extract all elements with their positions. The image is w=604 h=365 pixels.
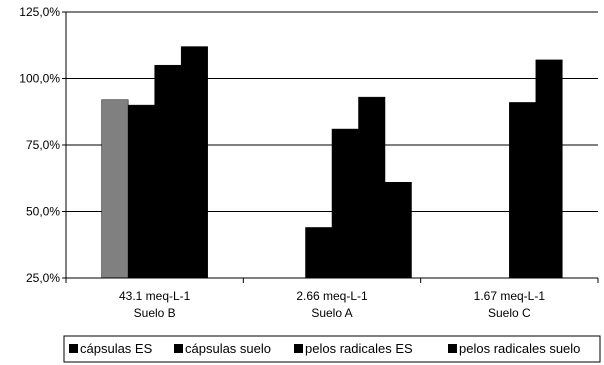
- x-tick-label: 2.66 meq-L-1: [296, 289, 368, 303]
- legend-label: cápsulas suelo: [185, 341, 271, 356]
- bar: [154, 64, 182, 279]
- x-tick-label: 1.67 meq-L-1: [474, 289, 546, 303]
- legend-swatch: [174, 344, 183, 353]
- y-tick-label: 75,0%: [26, 138, 60, 152]
- bar: [127, 104, 155, 279]
- bar: [331, 128, 359, 279]
- y-tick-label: 125,0%: [19, 5, 60, 19]
- legend-swatch: [448, 344, 457, 353]
- legend-label: pelos radicales ES: [305, 341, 413, 356]
- legend-box: [63, 335, 601, 363]
- x-tick-label: 43.1 meq-L-1: [119, 289, 191, 303]
- x-tick-label: Suelo B: [134, 306, 176, 320]
- x-tick-label: Suelo A: [311, 306, 352, 320]
- legend-label: pelos radicales suelo: [459, 341, 580, 356]
- axes: [62, 11, 599, 283]
- legend-swatch: [294, 344, 303, 353]
- bar: [180, 46, 208, 279]
- legend: cápsulas ES cápsulas suelo pelos radicales…: [63, 335, 601, 363]
- bar: [384, 181, 412, 279]
- bar: [535, 59, 563, 279]
- bar: [358, 96, 386, 279]
- bar: [101, 99, 129, 279]
- bars: [101, 46, 563, 279]
- legend-label: cápsulas ES: [80, 341, 153, 356]
- bar: [305, 227, 333, 279]
- x-tick-label: Suelo C: [488, 306, 531, 320]
- y-tick-label: 100,0%: [19, 72, 60, 86]
- bar: [509, 102, 537, 279]
- legend-swatch: [69, 344, 78, 353]
- y-tick-label: 50,0%: [26, 205, 60, 219]
- y-tick-labels: 25,0% 50,0% 75,0% 100,0% 125,0%: [19, 5, 60, 285]
- x-tick-labels: 43.1 meq-L-1 Suelo B 2.66 meq-L-1 Suelo A 1.…: [119, 289, 545, 320]
- y-tick-label: 25,0%: [26, 271, 60, 285]
